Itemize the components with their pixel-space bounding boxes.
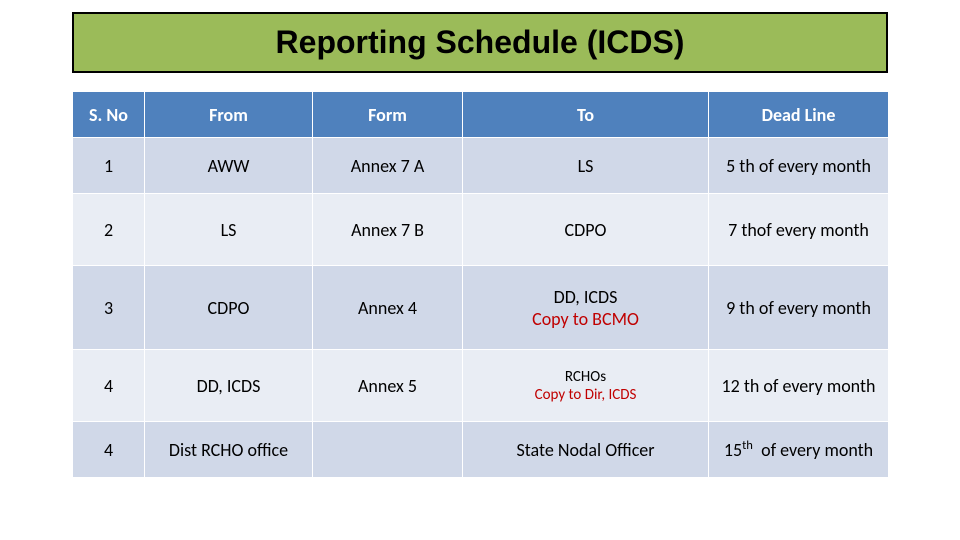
cell-from: AWW bbox=[145, 138, 313, 194]
cell-to-main: State Nodal Officer bbox=[469, 439, 702, 461]
cell-deadline: 9 th of every month bbox=[709, 266, 889, 350]
table-header-row: S. No From Form To Dead Line bbox=[73, 92, 889, 138]
cell-from: DD, ICDS bbox=[145, 350, 313, 422]
title-bar: Reporting Schedule (ICDS) bbox=[72, 12, 888, 73]
cell-sno: 1 bbox=[73, 138, 145, 194]
cell-deadline: 12 th of every month bbox=[709, 350, 889, 422]
cell-sno: 4 bbox=[73, 422, 145, 478]
cell-form bbox=[313, 422, 463, 478]
slide: Reporting Schedule (ICDS) S. No From For… bbox=[0, 0, 960, 540]
reporting-schedule-table: S. No From Form To Dead Line 1 AWW Annex… bbox=[72, 91, 889, 478]
cell-to: LS bbox=[463, 138, 709, 194]
cell-to-main: LS bbox=[469, 155, 702, 177]
cell-form: Annex 5 bbox=[313, 350, 463, 422]
cell-deadline: 7 thof every month bbox=[709, 194, 889, 266]
cell-form: Annex 7 A bbox=[313, 138, 463, 194]
table-row: 2 LS Annex 7 B CDPO 7 thof every month bbox=[73, 194, 889, 266]
cell-sno: 3 bbox=[73, 266, 145, 350]
page-title: Reporting Schedule (ICDS) bbox=[276, 24, 685, 60]
table-row: 4 DD, ICDS Annex 5 RCHOs Copy to Dir, IC… bbox=[73, 350, 889, 422]
col-header-deadline: Dead Line bbox=[709, 92, 889, 138]
table-row: 4 Dist RCHO office State Nodal Officer 1… bbox=[73, 422, 889, 478]
cell-to-sub: Copy to Dir, ICDS bbox=[469, 386, 702, 404]
table-row: 3 CDPO Annex 4 DD, ICDS Copy to BCMO 9 t… bbox=[73, 266, 889, 350]
col-header-sno: S. No bbox=[73, 92, 145, 138]
cell-to-main: DD, ICDS bbox=[469, 286, 702, 308]
col-header-from: From bbox=[145, 92, 313, 138]
col-header-to: To bbox=[463, 92, 709, 138]
cell-to-main: RCHOs bbox=[469, 368, 702, 386]
cell-deadline: 15th of every month bbox=[709, 422, 889, 478]
cell-deadline: 5 th of every month bbox=[709, 138, 889, 194]
cell-sno: 2 bbox=[73, 194, 145, 266]
cell-to-sub: Copy to BCMO bbox=[469, 308, 702, 330]
cell-to: RCHOs Copy to Dir, ICDS bbox=[463, 350, 709, 422]
cell-from: LS bbox=[145, 194, 313, 266]
table-row: 1 AWW Annex 7 A LS 5 th of every month bbox=[73, 138, 889, 194]
cell-to-main: CDPO bbox=[469, 219, 702, 241]
cell-to: DD, ICDS Copy to BCMO bbox=[463, 266, 709, 350]
cell-form: Annex 7 B bbox=[313, 194, 463, 266]
cell-sno: 4 bbox=[73, 350, 145, 422]
col-header-form: Form bbox=[313, 92, 463, 138]
cell-to: State Nodal Officer bbox=[463, 422, 709, 478]
cell-form: Annex 4 bbox=[313, 266, 463, 350]
cell-from: CDPO bbox=[145, 266, 313, 350]
deadline-text: 15th of every month bbox=[724, 439, 873, 461]
cell-from: Dist RCHO office bbox=[145, 422, 313, 478]
cell-to: CDPO bbox=[463, 194, 709, 266]
